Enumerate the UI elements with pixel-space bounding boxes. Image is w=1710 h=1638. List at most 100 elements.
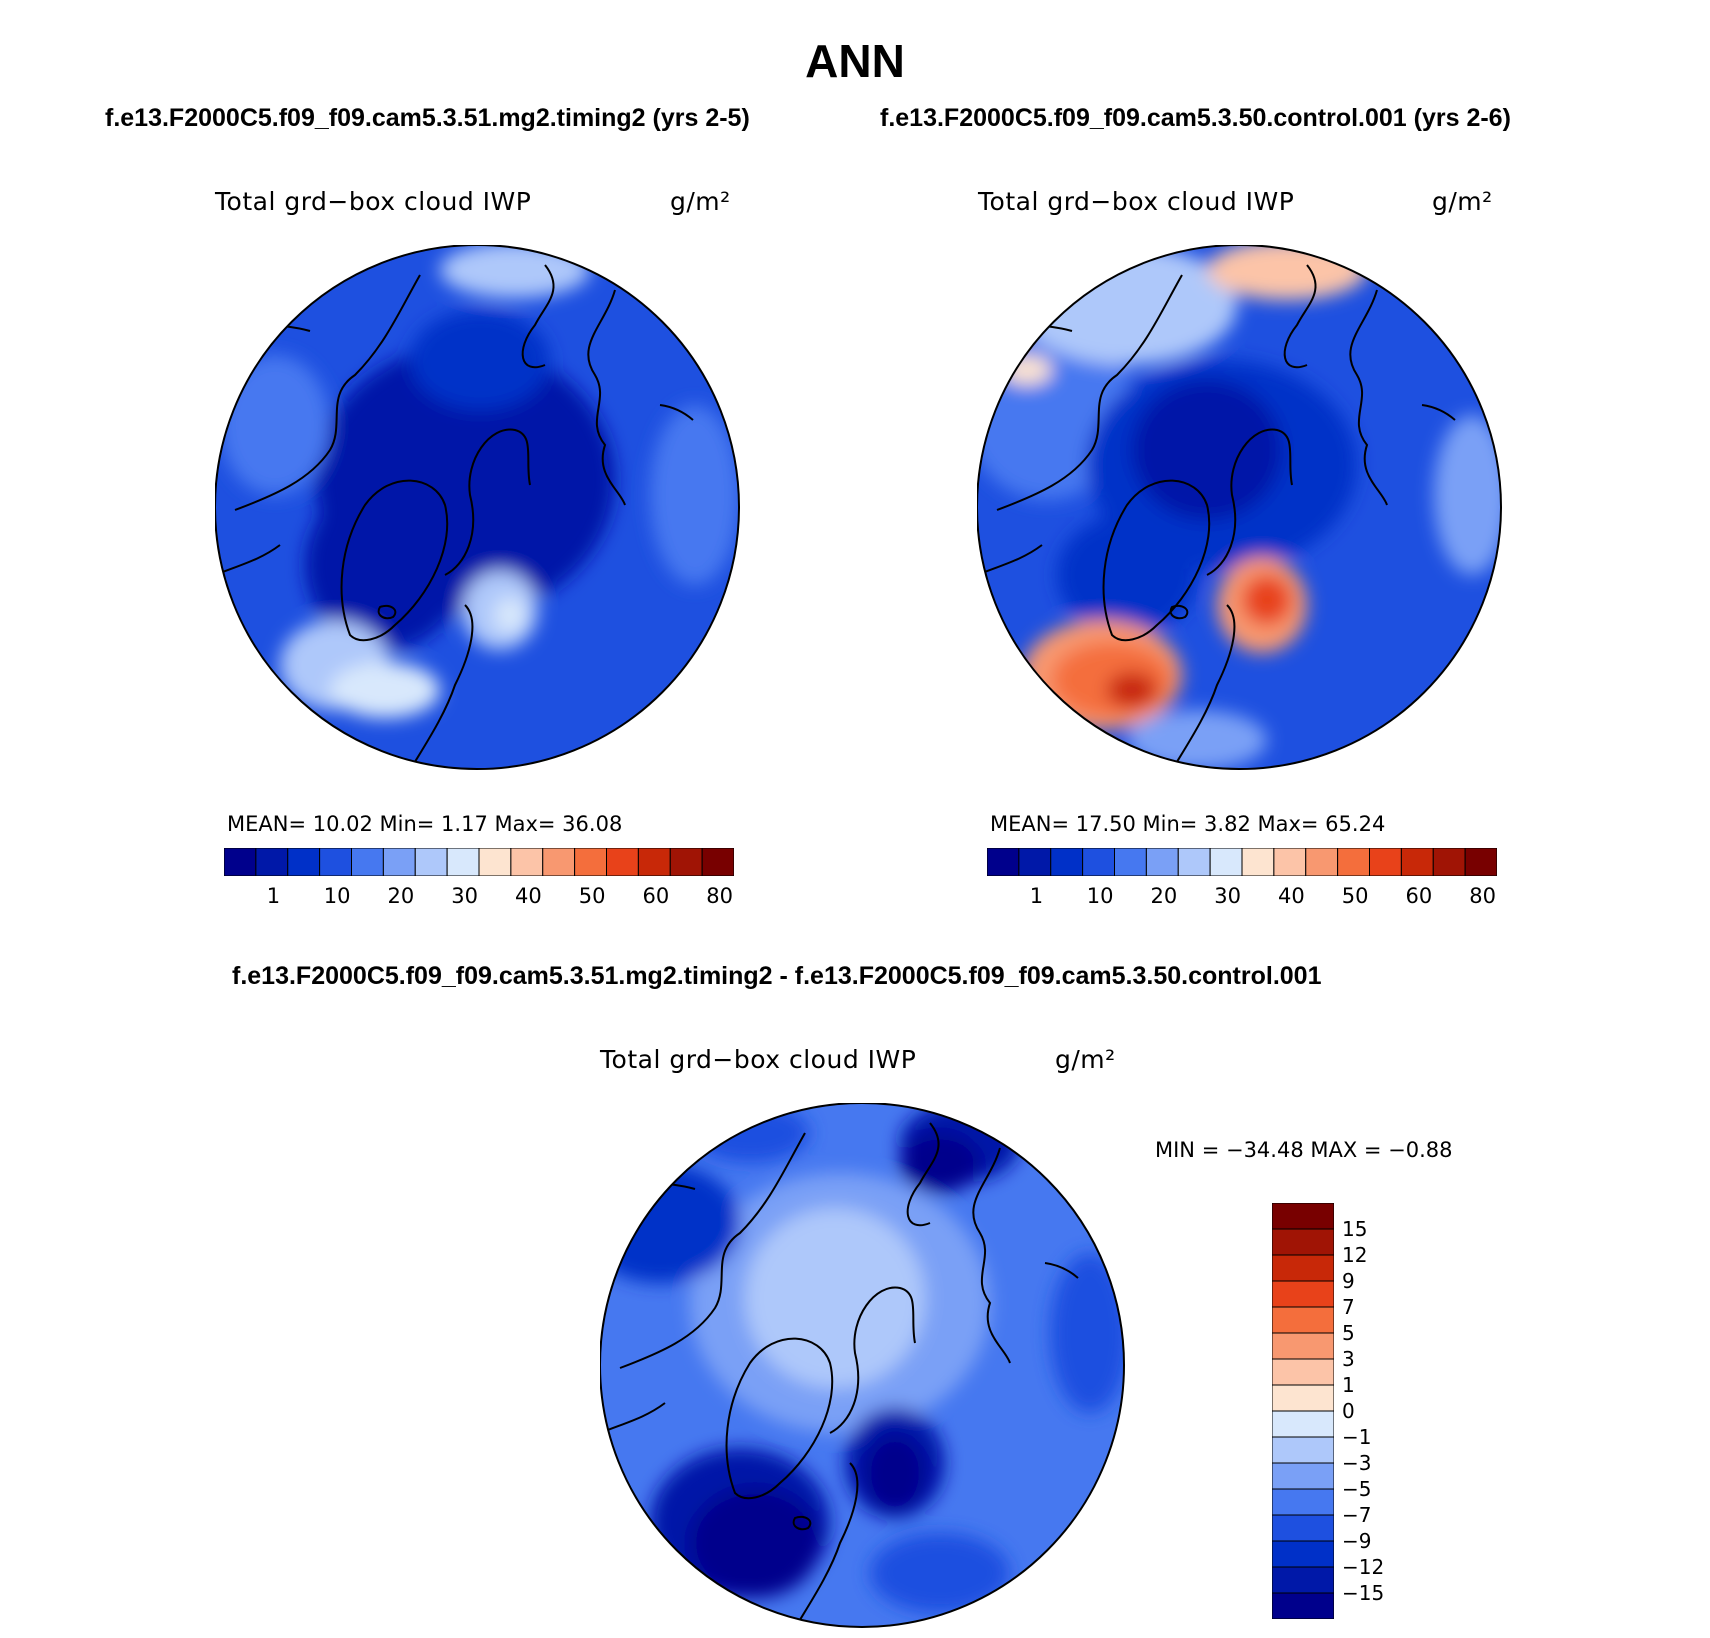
colorbar-swatch xyxy=(1337,848,1370,876)
map-border xyxy=(977,245,1502,770)
colorbar-tick-label: 30 xyxy=(1214,884,1242,908)
colorbar-swatch xyxy=(1272,1436,1334,1464)
colorbar-tick-label: 10 xyxy=(323,884,351,908)
colorbar-tick-label: −15 xyxy=(1342,1581,1385,1605)
colorbar-swatch xyxy=(542,848,576,876)
colorbar-swatch xyxy=(1272,1332,1334,1360)
colorbar-swatch xyxy=(1050,848,1084,876)
colorbar-swatch xyxy=(414,848,448,876)
diff-stats: MIN = −34.48 MAX = −0.88 xyxy=(1155,1138,1453,1162)
colorbar-swatch xyxy=(224,848,257,876)
colorbar-tick-label: 50 xyxy=(578,884,606,908)
colorbar-swatch xyxy=(1082,848,1115,876)
colorbar-swatch xyxy=(1272,1566,1334,1594)
colorbar-swatch xyxy=(669,848,703,876)
control-variable-label: Total grd−box cloud IWP xyxy=(978,187,1295,216)
diff-polar-map xyxy=(600,1103,1125,1628)
colorbar-tick-label: 9 xyxy=(1342,1269,1355,1293)
colorbar-tick-label: 40 xyxy=(515,884,542,908)
control-colorbar xyxy=(987,848,1497,876)
north-pacific-min-region xyxy=(900,1133,980,1193)
colorbar-tick-label: −9 xyxy=(1342,1529,1372,1553)
colorbar-tick-label: 30 xyxy=(451,884,479,908)
colorbar-swatch xyxy=(1272,1514,1334,1542)
control-colorbar-labels: 1 10 20 30 40 50 60 80 xyxy=(987,884,1497,910)
norwegian-sea-min-region xyxy=(865,1435,925,1511)
colorbar-swatch xyxy=(1272,1280,1334,1308)
colorbar-tick-label: −12 xyxy=(1342,1555,1385,1579)
test-units-label: g/m² xyxy=(670,187,731,216)
europe-region xyxy=(870,1533,1010,1613)
colorbar-tick-label: 20 xyxy=(387,884,415,908)
colorbar-swatch xyxy=(1305,848,1339,876)
colorbar-swatch xyxy=(1272,1592,1334,1619)
colorbar-swatch xyxy=(478,848,512,876)
colorbar-swatch xyxy=(1209,848,1243,876)
colorbar-swatch xyxy=(1272,1254,1334,1282)
test-case-subtitle: f.e13.F2000C5.f09_f09.cam5.3.51.mg2.timi… xyxy=(105,104,750,132)
control-units-label: g/m² xyxy=(1432,187,1493,216)
colorbar-tick-label: −5 xyxy=(1342,1477,1372,1501)
test-stats: MEAN= 10.02 Min= 1.17 Max= 36.08 xyxy=(227,812,623,836)
colorbar-swatch xyxy=(255,848,289,876)
greenland-region xyxy=(1057,515,1197,635)
colorbar-swatch xyxy=(1273,848,1307,876)
colorbar-swatch xyxy=(606,848,639,876)
colorbar-tick-label: 80 xyxy=(1469,884,1497,908)
test-colorbar xyxy=(224,848,734,876)
colorbar-swatch xyxy=(1272,1306,1334,1334)
atlantic-peak-region xyxy=(330,662,440,718)
control-stats: MEAN= 17.50 Min= 3.82 Max= 65.24 xyxy=(990,812,1386,836)
diff-subtitle: f.e13.F2000C5.f09_f09.cam5.3.51.mg2.timi… xyxy=(232,962,1322,990)
colorbar-swatch xyxy=(510,848,544,876)
colorbar-swatch xyxy=(1272,1358,1334,1386)
siberia-region xyxy=(410,310,550,410)
colorbar-tick-label: −7 xyxy=(1342,1503,1372,1527)
colorbar-swatch xyxy=(382,848,416,876)
colorbar-tick-label: 1 xyxy=(1342,1373,1355,1397)
diff-colorbar xyxy=(1272,1203,1334,1619)
colorbar-swatch xyxy=(701,848,734,876)
map-border xyxy=(215,245,740,770)
colorbar-tick-label: 7 xyxy=(1342,1295,1355,1319)
colorbar-swatch xyxy=(1464,848,1497,876)
colorbar-swatch xyxy=(1272,1228,1334,1256)
colorbar-swatch xyxy=(1272,1384,1334,1412)
colorbar-tick-label: 60 xyxy=(642,884,670,908)
colorbar-swatch xyxy=(1369,848,1402,876)
atlantic-min-region xyxy=(690,1488,820,1598)
colorbar-tick-label: 12 xyxy=(1342,1243,1368,1267)
colorbar-tick-label: 15 xyxy=(1342,1217,1368,1241)
test-colorbar-labels: 1 10 20 30 40 50 60 80 xyxy=(224,884,734,910)
colorbar-tick-label: 10 xyxy=(1086,884,1114,908)
colorbar-tick-label: 3 xyxy=(1342,1347,1355,1371)
colorbar-swatch xyxy=(574,848,607,876)
colorbar-tick-label: 50 xyxy=(1341,884,1369,908)
control-polar-map xyxy=(977,245,1502,770)
coastlines xyxy=(977,264,1456,769)
colorbar-tick-label: −1 xyxy=(1342,1425,1372,1449)
colorbar-swatch xyxy=(1114,848,1147,876)
east-asia-region xyxy=(1434,415,1501,575)
diff-variable-label: Total grd−box cloud IWP xyxy=(600,1045,917,1074)
norwegian-sea-peak xyxy=(1242,575,1292,625)
figure-title: ANN xyxy=(805,35,905,87)
colorbar-swatch xyxy=(1400,848,1434,876)
colorbar-swatch xyxy=(1272,1410,1334,1438)
control-case-subtitle: f.e13.F2000C5.f09_f09.cam5.3.50.control.… xyxy=(880,104,1511,132)
colorbar-tick-label: 80 xyxy=(706,884,734,908)
colorbar-swatch xyxy=(1018,848,1052,876)
colorbar-swatch xyxy=(1272,1203,1334,1230)
colorbar-tick-label: 0 xyxy=(1342,1399,1355,1423)
diff-colorbar-labels: 15 12 9 7 5 3 1 0 −1 −3 −5 −7 −9 −12 −15 xyxy=(1342,1203,1422,1619)
colorbar-swatch xyxy=(1177,848,1211,876)
colorbar-tick-label: 1 xyxy=(1029,884,1044,908)
europe-region xyxy=(1127,710,1267,769)
colorbar-tick-label: 60 xyxy=(1405,884,1433,908)
norwegian-sea-peak xyxy=(494,597,526,633)
colorbar-swatch xyxy=(446,848,480,876)
colorbar-swatch xyxy=(1272,1488,1334,1516)
colorbar-tick-label: 5 xyxy=(1342,1321,1355,1345)
colorbar-swatch xyxy=(1272,1462,1334,1490)
colorbar-swatch xyxy=(987,848,1020,876)
